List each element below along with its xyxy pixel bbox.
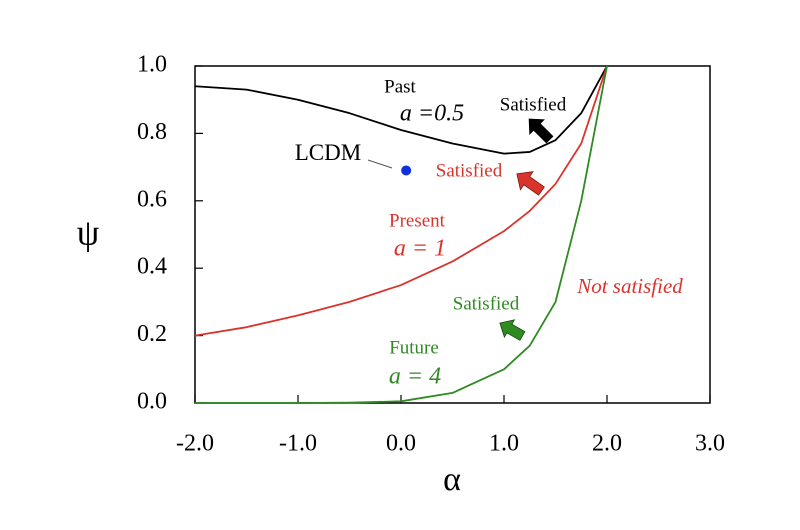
x-tick-label: 0.0 [386, 431, 416, 457]
arrow [528, 118, 554, 144]
curve [194, 65, 608, 155]
present-label: Present [389, 210, 446, 231]
x-tick-label: 1.0 [489, 431, 519, 457]
annotation: Satisfied [436, 160, 503, 181]
annotation: Satisfied [500, 94, 567, 115]
plot-frame [194, 65, 711, 404]
y-tick-label: 0.8 [137, 119, 167, 145]
y-tick-label: 0.6 [137, 186, 167, 212]
x-axis-label: α [443, 461, 461, 498]
point [401, 165, 412, 176]
past-label: Past [384, 76, 416, 97]
y-axis-label: ψ [77, 212, 100, 252]
curve [194, 65, 608, 337]
y-tick-label: 0.4 [137, 254, 167, 280]
y-tick-label: 0.2 [137, 321, 167, 347]
annotation: a = 4 [389, 364, 441, 390]
x-tick-label: -2.0 [176, 431, 214, 457]
x-tick-label: -1.0 [279, 431, 317, 457]
arrow [499, 319, 526, 341]
y-tick-label: 0.0 [137, 389, 167, 415]
y-tick-label: 1.0 [137, 52, 167, 78]
curve [195, 65, 608, 404]
annotation: Satisfied [453, 293, 520, 314]
future-label: Future [389, 337, 439, 358]
arrow [516, 171, 545, 196]
annotation: a = 1 [394, 236, 446, 262]
point-label: LCDM [295, 140, 361, 165]
leader-line [367, 159, 393, 169]
annotation: a =0.5 [400, 101, 464, 127]
x-tick-label: 2.0 [592, 431, 622, 457]
annotation: Not satisfied [576, 274, 683, 298]
x-tick-label: 3.0 [695, 431, 725, 457]
